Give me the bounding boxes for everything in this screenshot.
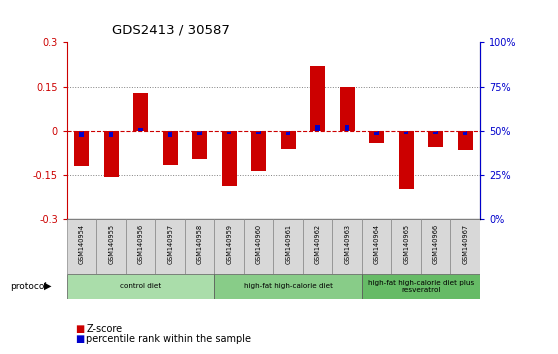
Bar [168, 131, 172, 137]
Bar [340, 87, 354, 131]
FancyBboxPatch shape [156, 219, 185, 274]
Text: GSM140960: GSM140960 [256, 224, 262, 264]
Bar [399, 131, 413, 188]
Text: protocol: protocol [10, 281, 47, 291]
Bar [251, 131, 266, 171]
Text: GSM140963: GSM140963 [344, 224, 350, 264]
Bar [374, 131, 379, 136]
Text: GSM140964: GSM140964 [374, 224, 379, 264]
FancyBboxPatch shape [362, 274, 480, 299]
Bar [133, 93, 148, 131]
Text: ▶: ▶ [45, 281, 52, 291]
Bar [458, 131, 473, 150]
Bar [404, 131, 408, 134]
Bar [79, 131, 84, 137]
Text: Z-score: Z-score [86, 324, 123, 333]
Bar [198, 131, 202, 136]
Bar [193, 131, 207, 159]
Bar [281, 131, 296, 149]
Text: GSM140967: GSM140967 [462, 224, 468, 264]
Text: control diet: control diet [120, 284, 161, 289]
FancyBboxPatch shape [362, 219, 391, 274]
Bar [74, 131, 89, 166]
Text: percentile rank within the sample: percentile rank within the sample [86, 334, 252, 344]
FancyBboxPatch shape [67, 274, 214, 299]
Text: GSM140955: GSM140955 [108, 224, 114, 264]
Bar [109, 131, 113, 137]
Text: GDS2413 / 30587: GDS2413 / 30587 [112, 23, 229, 36]
FancyBboxPatch shape [333, 219, 362, 274]
Text: GSM140954: GSM140954 [79, 224, 85, 264]
Bar [310, 66, 325, 131]
FancyBboxPatch shape [244, 219, 273, 274]
FancyBboxPatch shape [391, 219, 421, 274]
Text: high-fat high-calorie diet plus
resveratrol: high-fat high-calorie diet plus resverat… [368, 280, 474, 293]
Text: ■: ■ [75, 334, 85, 344]
Text: GSM140966: GSM140966 [432, 224, 439, 264]
Text: GSM140956: GSM140956 [138, 224, 144, 264]
Bar [315, 125, 320, 131]
Bar [222, 131, 237, 185]
FancyBboxPatch shape [214, 219, 244, 274]
Text: GSM140958: GSM140958 [196, 224, 203, 264]
Text: GSM140957: GSM140957 [167, 224, 173, 264]
FancyBboxPatch shape [273, 219, 303, 274]
FancyBboxPatch shape [303, 219, 333, 274]
FancyBboxPatch shape [450, 219, 480, 274]
Text: GSM140961: GSM140961 [285, 224, 291, 264]
Bar [286, 131, 290, 136]
Text: ■: ■ [75, 324, 85, 333]
Bar [163, 131, 177, 165]
Text: GSM140962: GSM140962 [315, 224, 321, 264]
Bar [257, 131, 261, 134]
Bar [345, 125, 349, 131]
Text: GSM140965: GSM140965 [403, 224, 409, 264]
Bar [429, 131, 443, 147]
Bar [369, 131, 384, 143]
FancyBboxPatch shape [126, 219, 156, 274]
FancyBboxPatch shape [185, 219, 214, 274]
Bar [104, 131, 118, 177]
Bar [463, 131, 468, 136]
Bar [434, 131, 438, 134]
FancyBboxPatch shape [214, 274, 362, 299]
Bar [138, 128, 143, 131]
FancyBboxPatch shape [67, 219, 97, 274]
Bar [227, 131, 232, 134]
Text: high-fat high-calorie diet: high-fat high-calorie diet [244, 284, 333, 289]
Text: GSM140959: GSM140959 [226, 224, 232, 264]
FancyBboxPatch shape [421, 219, 450, 274]
FancyBboxPatch shape [97, 219, 126, 274]
